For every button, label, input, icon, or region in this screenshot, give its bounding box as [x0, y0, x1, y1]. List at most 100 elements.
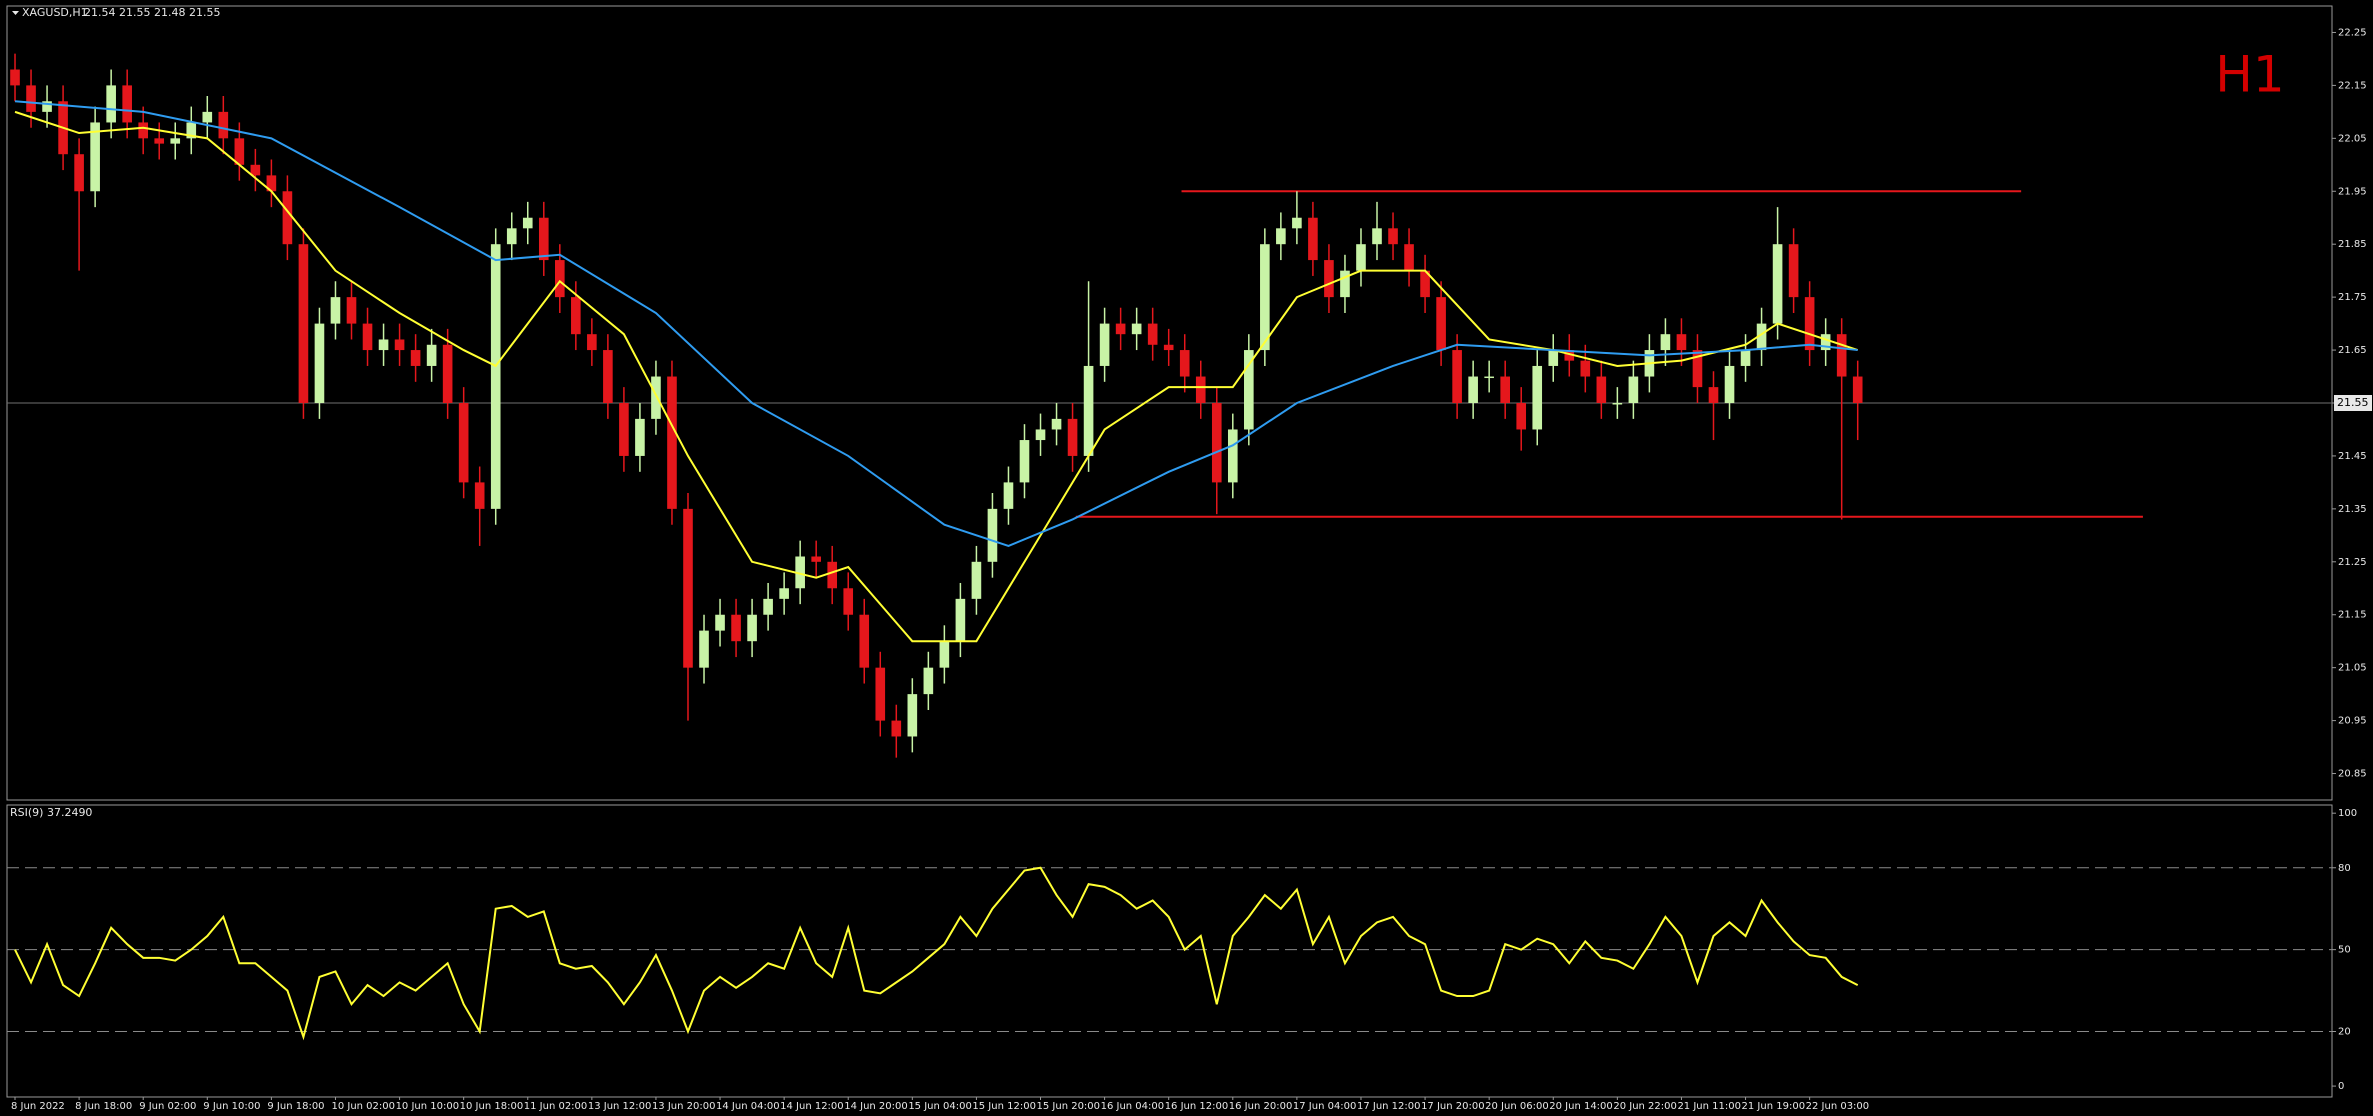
candle-body	[282, 191, 293, 245]
candle-body	[635, 418, 645, 456]
candle-body	[186, 122, 197, 139]
x-tick-label: 13 Jun 12:00	[588, 1101, 652, 1112]
candle-body	[154, 138, 165, 144]
x-tick-label: 8 Jun 18:00	[75, 1101, 132, 1112]
x-tick-label: 16 Jun 20:00	[1229, 1101, 1293, 1112]
x-tick-label: 15 Jun 04:00	[908, 1101, 972, 1112]
candle-body	[715, 614, 725, 631]
candle-body	[1708, 387, 1719, 403]
candle-body	[10, 69, 20, 86]
candle-body	[1468, 376, 1478, 403]
candle-body	[250, 164, 261, 176]
candle-body	[747, 614, 757, 642]
candle-body	[587, 334, 597, 351]
candle-body	[522, 217, 533, 229]
candle-body	[490, 244, 501, 509]
candle-body	[378, 339, 389, 351]
candle-body	[619, 403, 629, 456]
y-tick-label: 21.35	[2338, 504, 2367, 515]
timeframe-label: H1	[2215, 46, 2284, 104]
x-tick-label: 9 Jun 18:00	[267, 1101, 324, 1112]
symbol-title: XAGUSD,H1	[22, 6, 88, 19]
candle-body	[1099, 323, 1110, 366]
rsi-line	[14, 866, 1859, 1041]
x-tick-label: 9 Jun 02:00	[139, 1101, 196, 1112]
x-tick-label: 21 Jun 11:00	[1677, 1101, 1741, 1112]
candle-body	[843, 588, 854, 615]
y-tick-label: 20.85	[2338, 769, 2367, 780]
candle-body	[1852, 376, 1863, 403]
x-tick-label: 14 Jun 12:00	[780, 1101, 844, 1112]
candle-body	[1340, 270, 1350, 298]
y-tick-label: 21.45	[2338, 451, 2367, 462]
candle-body	[1676, 334, 1687, 351]
candle-body	[731, 614, 741, 642]
candle-body	[1179, 350, 1190, 377]
candle-body	[939, 641, 950, 668]
candle-body	[234, 138, 245, 165]
y-tick-label: 22.15	[2338, 80, 2367, 91]
candle-body	[1692, 350, 1703, 388]
candle-body	[891, 720, 902, 737]
candle-body	[1211, 403, 1222, 483]
candle-body	[1436, 297, 1446, 351]
candle-body	[298, 244, 309, 403]
candle-body	[1163, 344, 1174, 351]
candle-body	[1628, 376, 1639, 403]
candle-body	[1612, 403, 1623, 405]
y-tick-label: 21.85	[2338, 239, 2367, 250]
candle-body	[1227, 429, 1238, 483]
candle-body	[827, 561, 838, 589]
candle-body	[138, 122, 149, 139]
menu-arrow[interactable]	[12, 11, 19, 15]
candle-body	[538, 217, 549, 261]
candle-body	[26, 85, 36, 112]
x-tick-label: 10 Jun 18:00	[460, 1101, 524, 1112]
candle-body	[1115, 323, 1126, 335]
x-tick-label: 8 Jun 2022	[11, 1101, 65, 1112]
y-tick-label: 21.95	[2338, 186, 2367, 197]
candle-body	[314, 323, 325, 403]
candle-body	[1772, 244, 1783, 324]
candle-body	[603, 350, 613, 403]
candle-body	[1388, 228, 1398, 245]
candle-body	[410, 350, 421, 366]
candle-body	[106, 85, 116, 123]
candle-body	[779, 588, 789, 599]
candle-body	[1596, 376, 1607, 403]
candle-body	[1147, 323, 1158, 345]
x-tick-label: 15 Jun 12:00	[972, 1101, 1036, 1112]
candle-body	[1051, 418, 1062, 430]
y-tick-label: 22.25	[2338, 27, 2367, 38]
candle-body	[811, 556, 821, 562]
candle-body	[1788, 244, 1799, 298]
candle-body	[1404, 244, 1414, 271]
x-tick-label: 10 Jun 02:00	[331, 1101, 395, 1112]
candle-body	[1276, 228, 1286, 245]
candle-body	[1804, 297, 1815, 351]
candle-body	[683, 508, 693, 668]
candle-body	[795, 556, 805, 589]
x-tick-label: 20 Jun 22:00	[1613, 1101, 1677, 1112]
y-tick-label: 22.05	[2338, 133, 2367, 144]
candle-body	[763, 598, 773, 615]
candle-body	[1532, 365, 1543, 430]
candle-body	[987, 508, 998, 562]
rsi-title: RSI(9) 37.2490	[10, 806, 92, 819]
x-tick-label: 15 Jun 20:00	[1037, 1101, 1101, 1112]
y-tick-label: 21.15	[2338, 610, 2367, 621]
candle-body	[1067, 418, 1078, 456]
candle-body	[506, 228, 517, 245]
candle-body	[74, 154, 84, 192]
x-tick-label: 14 Jun 20:00	[844, 1101, 908, 1112]
y-tick-label: 50	[2338, 945, 2351, 956]
y-tick-label: 0	[2338, 1081, 2344, 1092]
candle-body	[1564, 350, 1575, 361]
candle-body	[442, 344, 453, 403]
candle-body	[1724, 365, 1735, 403]
y-tick-label: 20	[2338, 1027, 2351, 1038]
candle-body	[651, 376, 661, 419]
